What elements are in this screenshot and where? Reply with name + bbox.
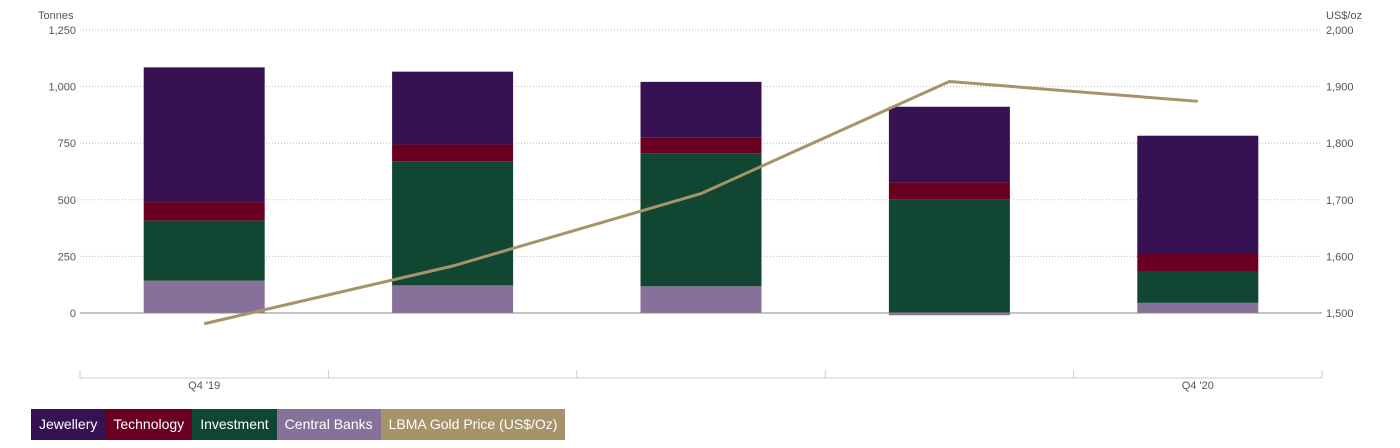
- bar-segment-technology[interactable]: [1137, 253, 1259, 272]
- legend-item-jewellery[interactable]: Jewellery: [31, 409, 106, 440]
- right-tick-label: 1,900: [1326, 82, 1354, 94]
- right-tick-label: 1,700: [1326, 195, 1354, 207]
- right-tick-label: 1,500: [1326, 308, 1354, 320]
- bar-segment-central-banks[interactable]: [888, 313, 1010, 316]
- bar-segment-technology[interactable]: [143, 202, 265, 221]
- bar-segment-central-banks[interactable]: [392, 285, 514, 313]
- gold-price-line[interactable]: [203, 80, 1198, 326]
- bar-segment-technology[interactable]: [392, 144, 514, 162]
- legend-item-technology[interactable]: Technology: [105, 409, 193, 440]
- bar-segment-investment[interactable]: [143, 220, 265, 281]
- bars-group: [143, 67, 1259, 316]
- x-tick-label: Q4 '20: [1182, 380, 1214, 392]
- bar-segment-central-banks[interactable]: [1137, 302, 1259, 313]
- right-axis-unit-label: US$/oz: [1326, 10, 1362, 22]
- x-axis: Q4 '19 Q4 '20: [79, 370, 1323, 392]
- left-tick-label: 1,000: [48, 82, 76, 94]
- bar-segment-jewellery[interactable]: [1137, 135, 1259, 254]
- bar-segment-central-banks[interactable]: [143, 280, 265, 313]
- legend-item-investment[interactable]: Investment: [192, 409, 277, 440]
- x-tick-label: Q4 '19: [188, 380, 220, 392]
- left-tick-label: 500: [58, 195, 76, 207]
- left-tick-label: 250: [58, 251, 76, 263]
- right-axis-ticks: 1,500 1,600 1,700 1,800 1,900 2,000: [1326, 25, 1354, 320]
- left-axis-ticks: 0 250 500 750 1,000 1,250: [48, 25, 76, 320]
- legend: Jewellery Technology Investment Central Ban…: [31, 409, 566, 440]
- bar-segment-technology[interactable]: [888, 182, 1010, 200]
- left-tick-label: 0: [70, 308, 76, 320]
- left-axis-unit-label: Tonnes: [38, 10, 74, 22]
- legend-item-lbma-gold-price-us-oz[interactable]: LBMA Gold Price (US$/Oz): [380, 409, 566, 440]
- right-tick-label: 1,600: [1326, 251, 1354, 263]
- right-tick-label: 2,000: [1326, 25, 1354, 37]
- bar-segment-investment[interactable]: [888, 199, 1010, 313]
- bar-segment-jewellery[interactable]: [143, 67, 265, 203]
- bar-segment-technology[interactable]: [640, 137, 762, 154]
- bar-segment-central-banks[interactable]: [640, 286, 762, 313]
- bar-segment-jewellery[interactable]: [888, 106, 1010, 183]
- bar-segment-investment[interactable]: [1137, 271, 1259, 303]
- right-tick-label: 1,800: [1326, 138, 1354, 150]
- left-tick-label: 750: [58, 138, 76, 150]
- left-tick-label: 1,250: [48, 25, 76, 37]
- bar-segment-jewellery[interactable]: [392, 71, 514, 145]
- gold-price-line-group: [203, 80, 1198, 326]
- legend-item-central-banks[interactable]: Central Banks: [276, 409, 381, 440]
- bar-segment-jewellery[interactable]: [640, 81, 762, 138]
